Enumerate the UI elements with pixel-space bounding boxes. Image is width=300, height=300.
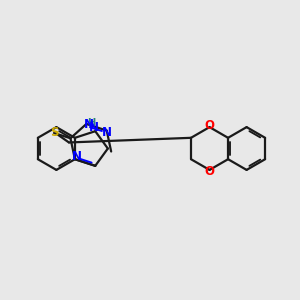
Text: N: N — [71, 150, 81, 163]
Text: O: O — [204, 118, 214, 131]
Text: N: N — [102, 127, 112, 140]
Text: H: H — [87, 118, 95, 128]
Text: O: O — [204, 166, 214, 178]
Text: S: S — [50, 127, 58, 140]
Text: N: N — [84, 118, 94, 131]
Text: N: N — [89, 121, 99, 134]
